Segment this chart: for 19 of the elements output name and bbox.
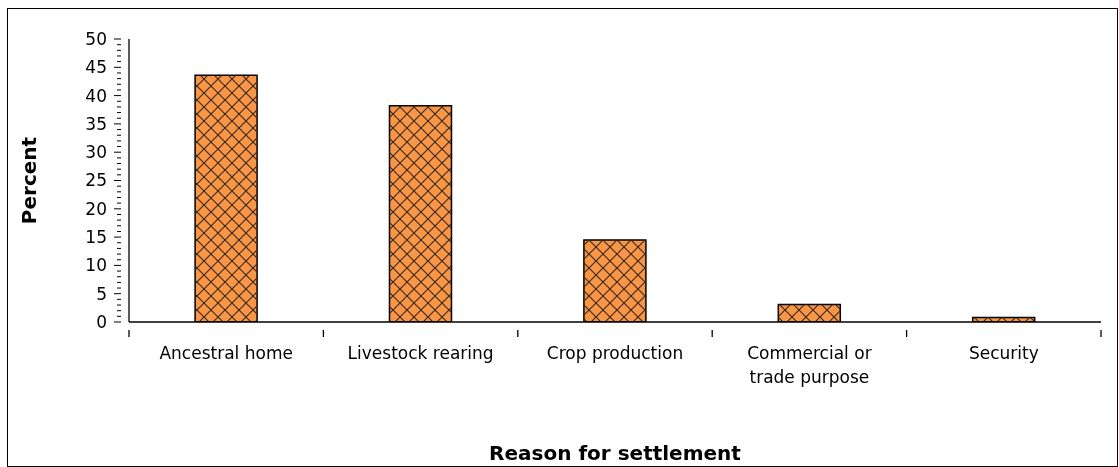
y-tick-label: 30 <box>85 142 107 163</box>
y-tick-label: 35 <box>85 113 107 134</box>
x-tick-label: Ancestral home <box>159 343 293 363</box>
x-tick-label: Commercial or trade purpose <box>747 343 872 387</box>
y-tick-label: 10 <box>85 255 107 276</box>
y-tick-label: 45 <box>85 57 107 78</box>
x-axis-title: Reason for settlement <box>489 441 742 465</box>
y-tick-label: 5 <box>96 283 107 304</box>
x-tick-label: Crop production <box>546 343 684 363</box>
y-tick-label: 25 <box>85 170 107 191</box>
y-tick-label: 20 <box>85 198 107 219</box>
chart-frame: Reason for settlement Percent Ancestral home Livestock rearing Crop production Commercial or trade purpose Security 0 5 10 15 20 25 30 35 40 45 50 <box>7 8 1118 467</box>
y-tick-label: 50 <box>85 28 107 49</box>
x-tick-label: Livestock rearing <box>347 343 494 363</box>
y-tick-label: 15 <box>85 227 107 248</box>
y-axis-title: Percent <box>17 136 41 225</box>
y-tick-label: 0 <box>96 311 107 332</box>
x-tick-label: Security <box>968 343 1039 363</box>
y-tick-label: 40 <box>85 85 107 106</box>
